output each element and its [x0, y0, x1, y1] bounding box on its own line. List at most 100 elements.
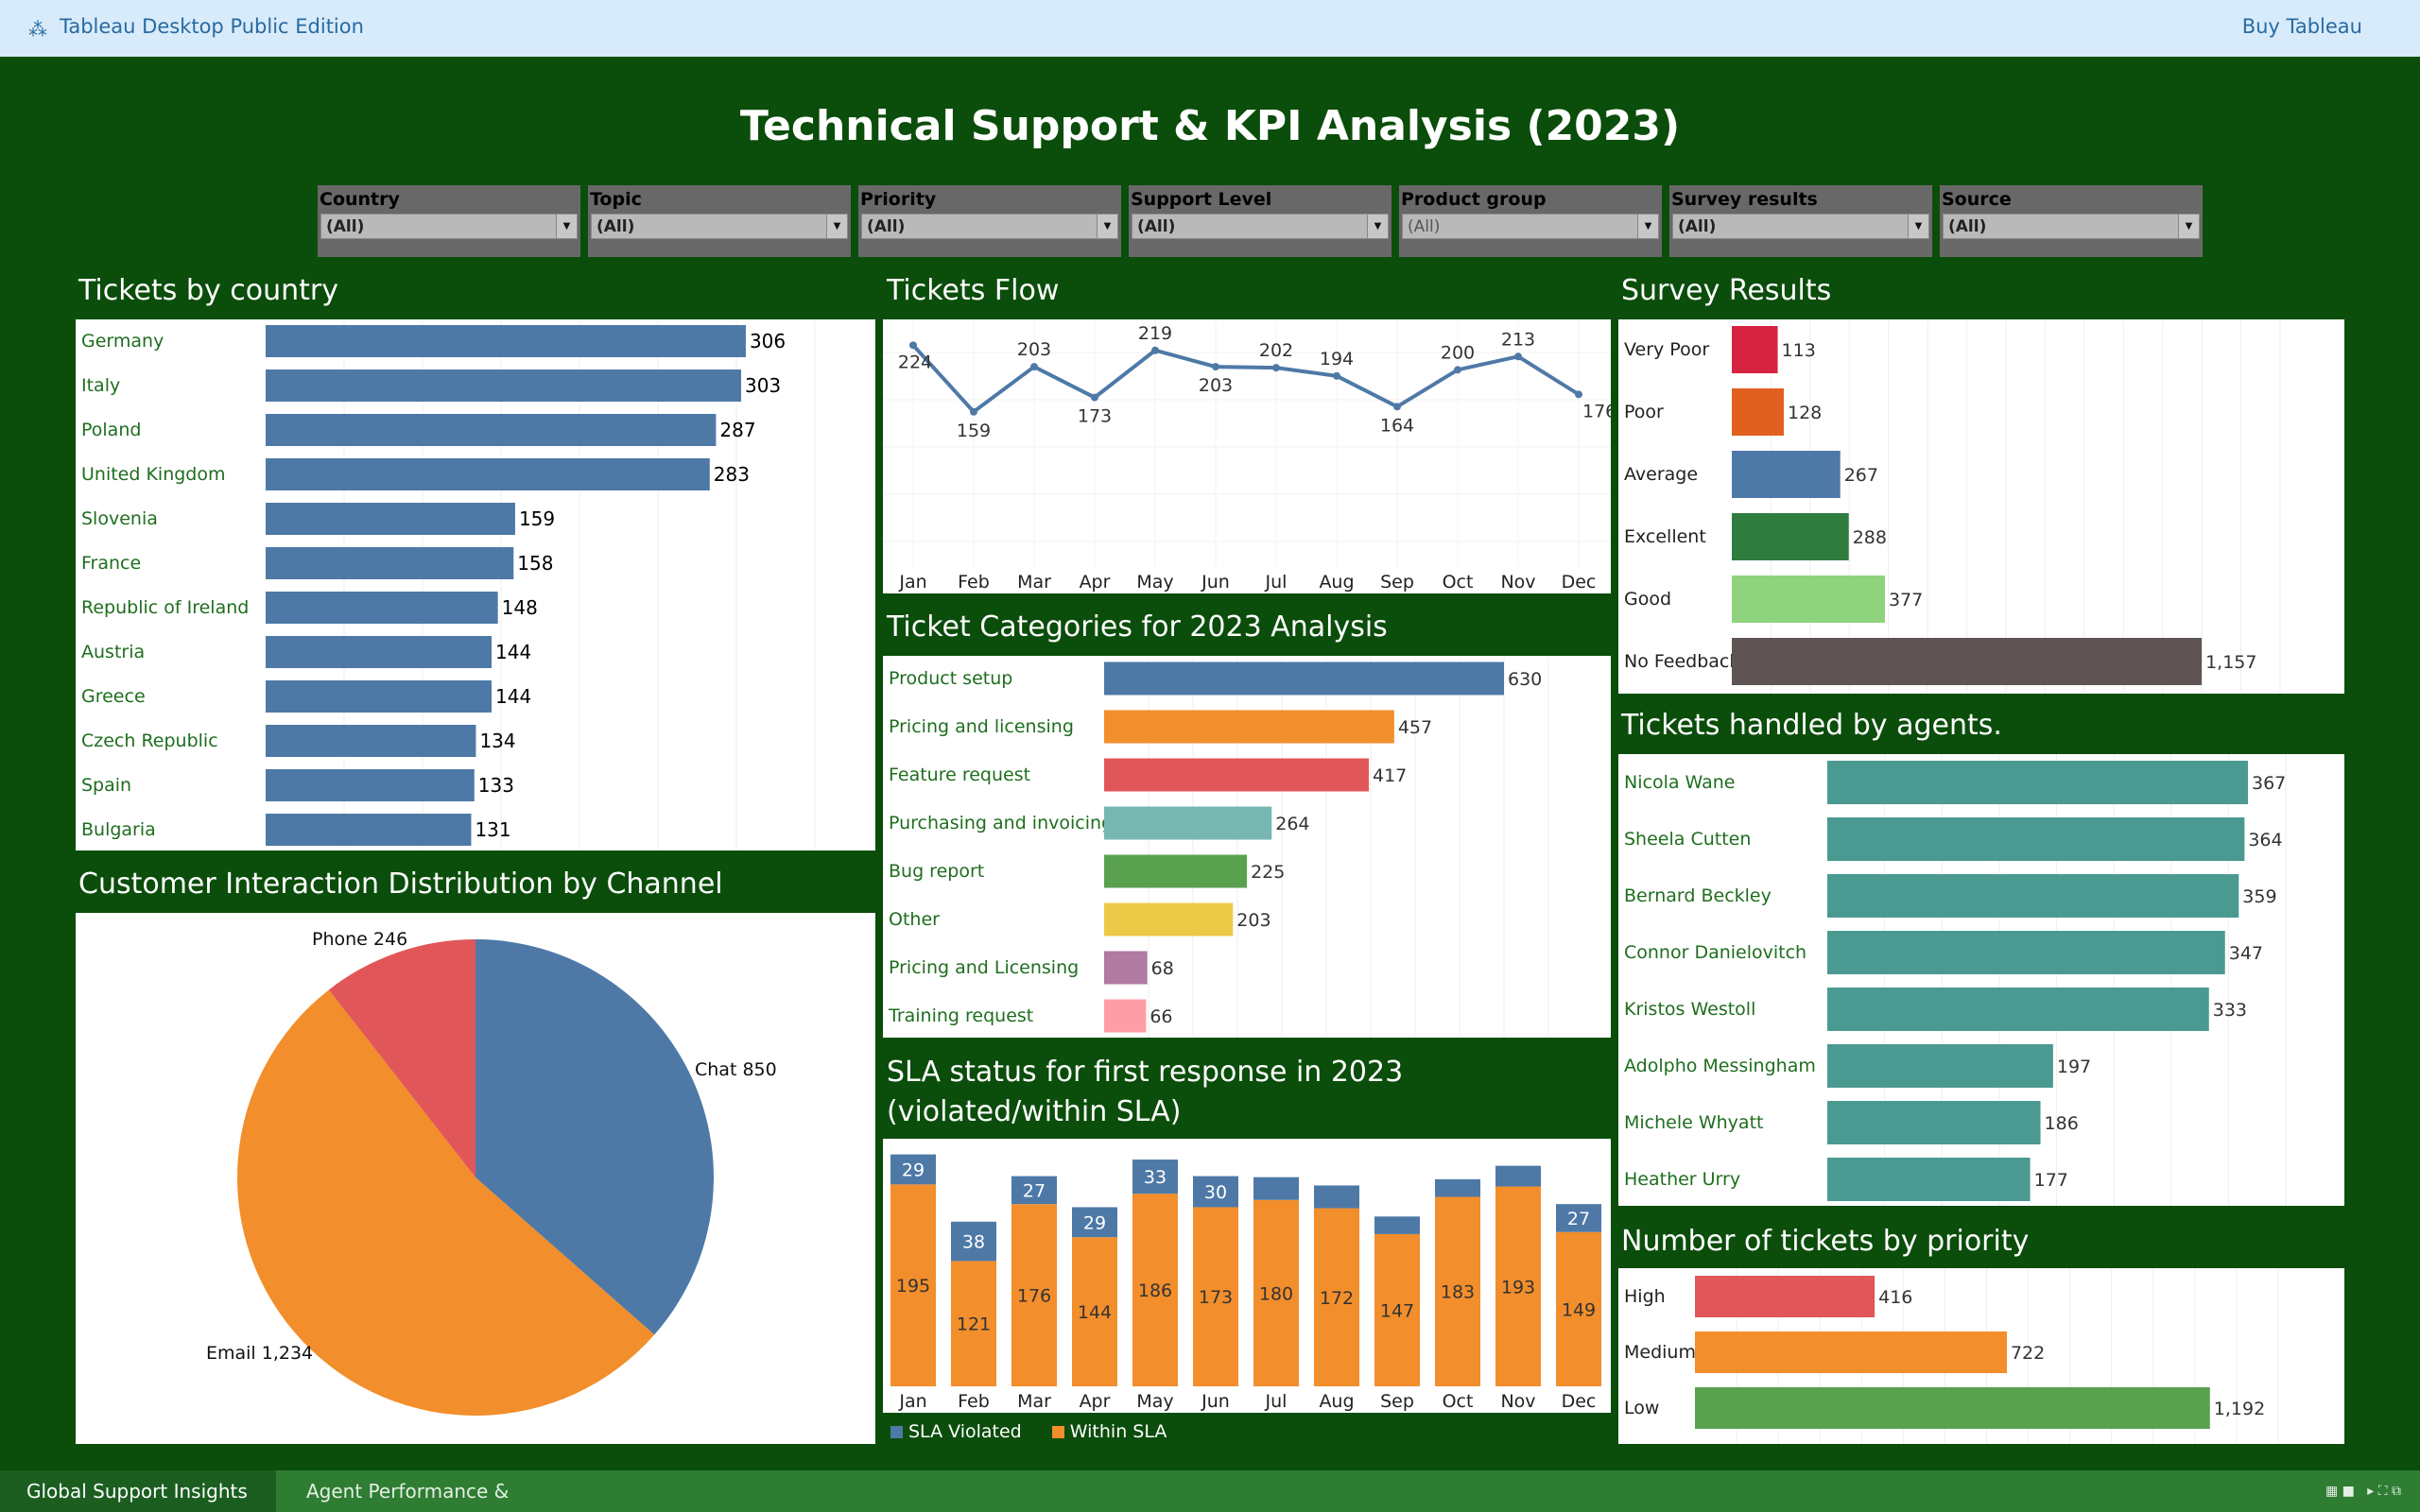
x-tick-label: Oct [1443, 572, 1474, 593]
filter-dropdown[interactable]: (All) ▼ [591, 214, 848, 239]
within-label: 186 [1138, 1280, 1172, 1301]
category-label: Germany [81, 331, 164, 352]
filter-topic[interactable]: Topic (All) ▼ [588, 185, 851, 257]
bar [1827, 1101, 2041, 1144]
data-point [909, 341, 917, 350]
legend-item-violated[interactable]: SLA Violated [890, 1421, 1022, 1442]
window-icon[interactable]: ⧉ [2392, 1484, 2401, 1499]
bar [1104, 806, 1272, 840]
within-label: 183 [1441, 1282, 1475, 1303]
agents-svg: Nicola Wane 367 Sheela Cutten 364 Bernard Be… [1624, 754, 2287, 1206]
x-tick-label: Jan [898, 1391, 926, 1412]
value-label: 333 [2213, 1000, 2247, 1021]
bar-sla-violated [951, 1221, 996, 1262]
bar [1104, 758, 1369, 792]
dropdown-arrow-icon[interactable]: ▼ [2178, 215, 2199, 238]
filter-label: Topic [590, 189, 642, 210]
data-point [1212, 363, 1219, 371]
filter-country[interactable]: Country (All) ▼ [318, 185, 580, 257]
tickets-flow-svg: 224 Jan 159 Feb 203 Mar 173 Apr 219 May 203 Jun 202 J… [883, 319, 1611, 593]
value-label: 364 [2248, 830, 2282, 850]
buy-tableau-link[interactable]: Buy Tableau [2241, 15, 2362, 38]
filter-survey-results[interactable]: Survey results (All) ▼ [1669, 185, 1932, 257]
filter-dropdown[interactable]: (All) ▼ [1672, 214, 1929, 239]
dropdown-arrow-icon[interactable]: ▼ [826, 215, 847, 238]
category-label: Kristos Westoll [1624, 999, 1755, 1020]
pie-slice [328, 939, 475, 1177]
bar-within-sla [1435, 1196, 1480, 1386]
filter-priority[interactable]: Priority (All) ▼ [858, 185, 1121, 257]
sla-legend: SLA Violated Within SLA [890, 1421, 1191, 1442]
filter-value: (All) [1137, 217, 1176, 236]
bar [266, 725, 476, 757]
value-label: 287 [719, 419, 755, 441]
data-label: 203 [1199, 375, 1233, 396]
value-label: 303 [745, 374, 781, 397]
filter-dropdown[interactable]: (All) ▼ [1402, 214, 1659, 239]
grid-view-icon[interactable]: ▦ [2325, 1484, 2339, 1499]
single-view-icon[interactable]: ■ [2342, 1484, 2355, 1499]
x-tick-label: Nov [1500, 572, 1535, 593]
filter-product-group[interactable]: Product group (All) ▼ [1399, 185, 1662, 257]
ticket-categories-svg: Product setup 630 Pricing and licensing 457… [888, 656, 1549, 1038]
fullscreen-icon[interactable]: ⛶ [2377, 1484, 2388, 1499]
category-label: Slovenia [81, 508, 158, 529]
tab-agent-performance[interactable]: Agent Performance & Resolut... [306, 1480, 510, 1503]
legend-swatch [1051, 1426, 1064, 1438]
dropdown-arrow-icon[interactable]: ▼ [1367, 215, 1388, 238]
tab-global-support-insights[interactable]: Global Support Insights 2023 [0, 1470, 276, 1512]
value-label: 148 [502, 596, 538, 619]
data-point [1454, 366, 1461, 374]
nav-arrow-icon[interactable]: ▸ [2367, 1484, 2375, 1499]
ticket-categories-chart: Product setup 630 Pricing and licensing 457… [883, 656, 1611, 1038]
filter-value: (All) [1678, 217, 1717, 236]
violated-label: 33 [1144, 1167, 1167, 1188]
dropdown-arrow-icon[interactable]: ▼ [1908, 215, 1928, 238]
bar [1732, 451, 1841, 498]
dropdown-arrow-icon[interactable]: ▼ [1637, 215, 1658, 238]
bar [1104, 999, 1147, 1033]
value-label: 159 [519, 507, 555, 530]
filter-dropdown[interactable]: (All) ▼ [1943, 214, 2200, 239]
x-tick-label: Sep [1380, 572, 1414, 593]
value-label: 306 [750, 330, 786, 352]
value-label: 66 [1150, 1006, 1172, 1027]
filter-support-level[interactable]: Support Level (All) ▼ [1129, 185, 1392, 257]
channel-pie-chart: Chat 850 Email 1,234 Phone 246 [76, 913, 875, 1444]
filter-dropdown[interactable]: (All) ▼ [1132, 214, 1389, 239]
x-tick-label: Jul [1265, 1391, 1288, 1412]
bar [266, 547, 514, 579]
dropdown-arrow-icon[interactable]: ▼ [556, 215, 577, 238]
filter-label: Survey results [1671, 189, 1818, 210]
bar [1104, 662, 1504, 696]
channel-pie-svg: Chat 850 Email 1,234 Phone 246 [206, 929, 777, 1416]
within-label: 193 [1501, 1277, 1535, 1297]
bar [1732, 513, 1849, 560]
category-label: Bulgaria [81, 819, 156, 840]
x-tick-label: Dec [1562, 1391, 1597, 1412]
bar [266, 814, 472, 846]
value-label: 177 [2034, 1170, 2068, 1191]
legend-item-within[interactable]: Within SLA [1051, 1421, 1167, 1442]
category-label: Very Poor [1624, 339, 1709, 360]
bar [1827, 761, 2248, 804]
data-label: 213 [1501, 329, 1535, 350]
filter-dropdown[interactable]: (All) ▼ [861, 214, 1118, 239]
category-label: Excellent [1624, 526, 1706, 547]
category-label: France [81, 553, 141, 574]
x-tick-label: Apr [1080, 572, 1111, 593]
filter-value: (All) [1408, 217, 1441, 236]
category-label: Connor Danielovitch [1624, 942, 1806, 963]
value-label: 158 [517, 552, 553, 575]
tableau-logo-icon: ⁂ [28, 18, 47, 41]
filter-dropdown[interactable]: (All) ▼ [320, 214, 578, 239]
category-label: Poland [81, 420, 141, 440]
dropdown-arrow-icon[interactable]: ▼ [1097, 215, 1117, 238]
filter-source[interactable]: Source (All) ▼ [1940, 185, 2203, 257]
category-label: Heather Urry [1624, 1169, 1740, 1190]
within-label: 172 [1320, 1288, 1354, 1309]
bar-sla-violated [1011, 1176, 1057, 1205]
category-label: Purchasing and invoicing [889, 813, 1113, 833]
x-tick-label: Oct [1443, 1391, 1474, 1412]
within-label: 149 [1562, 1299, 1596, 1320]
